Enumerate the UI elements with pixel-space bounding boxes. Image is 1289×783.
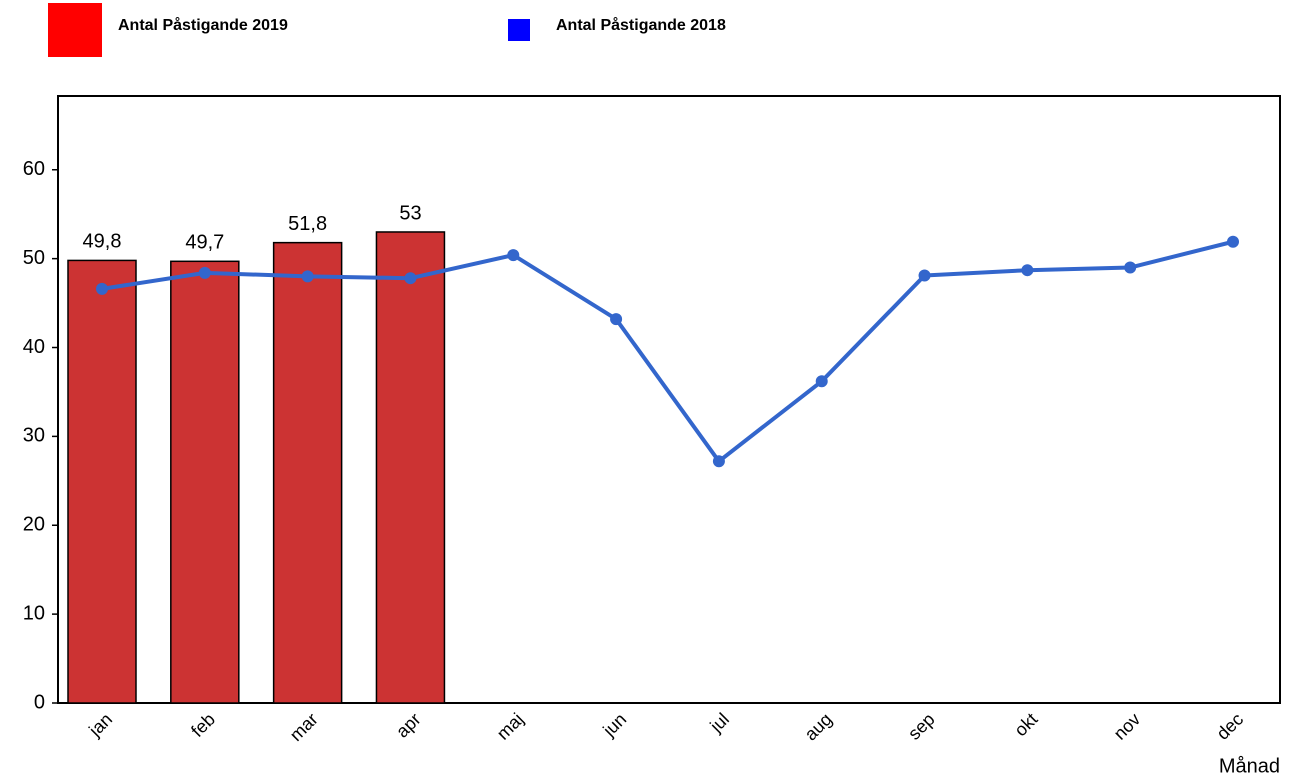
- y-tick-label: 30: [23, 425, 45, 447]
- y-tick-label: 40: [23, 336, 45, 358]
- line-point: [610, 313, 623, 326]
- y-tick-label: 60: [23, 158, 45, 180]
- line-point: [712, 455, 725, 468]
- y-tick-label: 20: [23, 514, 45, 536]
- x-tick-label: apr: [392, 709, 425, 742]
- x-tick-label: feb: [187, 709, 219, 741]
- bar: [375, 231, 446, 704]
- line-point: [918, 269, 931, 282]
- line-point: [1124, 261, 1137, 274]
- y-tick-label: 50: [23, 247, 45, 269]
- legend-swatch: [48, 3, 102, 57]
- data-label: 49,8: [83, 231, 122, 253]
- line-point: [404, 272, 417, 285]
- line-point: [301, 270, 314, 283]
- x-tick-label: dec: [1213, 709, 1248, 744]
- x-tick-label: sep: [904, 709, 939, 744]
- x-tick-label: maj: [493, 709, 528, 744]
- data-label: 51,8: [288, 213, 327, 235]
- x-axis-label: Månad: [1219, 755, 1280, 777]
- line-point: [815, 375, 828, 388]
- y-tick-label: 10: [23, 602, 45, 624]
- x-tick-label: jul: [706, 709, 734, 737]
- legend-label: Antal Påstigande 2018: [556, 16, 726, 34]
- plot-frame: [57, 95, 1281, 704]
- line: [101, 239, 1234, 464]
- bar: [272, 241, 343, 704]
- legend-label: Antal Påstigande 2019: [118, 16, 288, 34]
- x-tick-label: jun: [598, 709, 630, 741]
- y-tick-label: 0: [34, 691, 45, 713]
- x-tick-label: nov: [1110, 709, 1145, 744]
- x-tick-label: okt: [1010, 709, 1041, 740]
- x-tick-label: mar: [286, 709, 322, 745]
- line-point: [507, 249, 520, 262]
- line-point: [1227, 235, 1239, 248]
- bar: [67, 259, 137, 704]
- line-point: [198, 266, 211, 279]
- line-point: [96, 282, 108, 295]
- legend-swatch: [508, 19, 530, 41]
- bar: [170, 260, 240, 704]
- x-tick-label: aug: [801, 709, 836, 744]
- data-label: 49,7: [185, 232, 224, 254]
- x-tick-label: jan: [84, 709, 116, 741]
- data-label: 53: [399, 202, 421, 224]
- line-point: [1021, 264, 1034, 277]
